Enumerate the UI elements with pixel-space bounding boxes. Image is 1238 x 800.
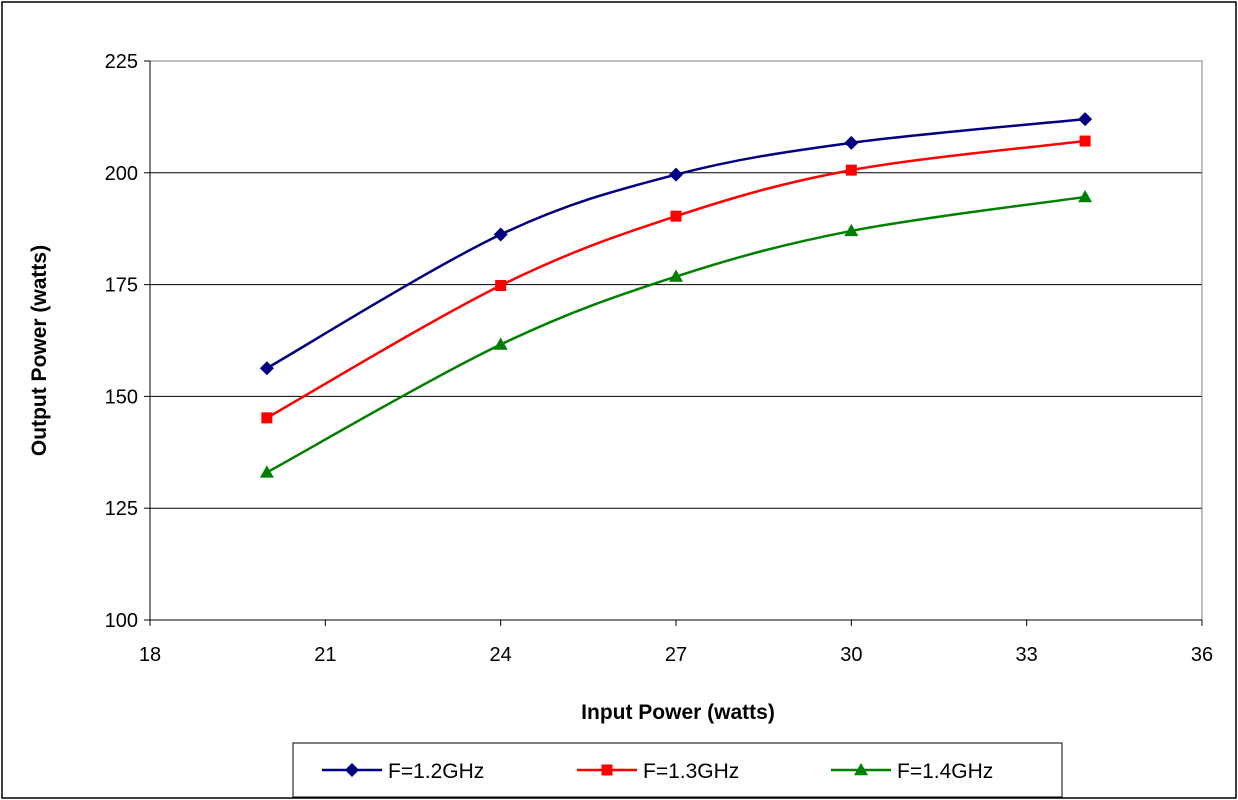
data-point xyxy=(1078,112,1093,127)
legend-label: F=1.2GHz xyxy=(388,760,484,783)
y-tick-label: 175 xyxy=(105,275,138,297)
y-tick-label: 100 xyxy=(105,610,138,632)
data-point xyxy=(845,164,857,176)
axis-ticks: 100 125 150 175 200 225 18 21 24 27 30 33 36 xyxy=(105,51,1214,666)
y-tick-label: 225 xyxy=(105,51,138,73)
x-tick-label: 18 xyxy=(139,644,161,666)
data-point xyxy=(259,465,274,478)
legend-marker xyxy=(854,763,868,776)
data-point xyxy=(669,269,683,282)
data-point xyxy=(844,223,859,237)
data-point xyxy=(261,412,273,424)
y-tick-label: 125 xyxy=(105,498,138,520)
series-2 xyxy=(261,135,1091,424)
data-point xyxy=(1079,135,1091,147)
legend: F=1.2GHz F=1.3GHz F=1.4GHz xyxy=(292,742,1063,798)
data-point xyxy=(493,227,508,242)
data-point xyxy=(493,337,508,350)
legend-box xyxy=(292,742,1063,798)
x-tick-label: 33 xyxy=(1016,644,1038,666)
series-1 xyxy=(259,112,1093,376)
y-tick-label: 150 xyxy=(105,386,138,408)
x-axis-title: Input Power (watts) xyxy=(581,701,775,724)
x-tick-label: 30 xyxy=(840,644,862,666)
x-tick-label: 27 xyxy=(665,644,687,666)
legend-marker xyxy=(345,763,359,777)
y-axis-title: Output Power (watts) xyxy=(28,245,51,456)
data-point xyxy=(259,361,274,376)
x-tick-label: 21 xyxy=(314,644,336,666)
y-tick-label: 200 xyxy=(105,163,138,185)
legend-label: F=1.3GHz xyxy=(643,760,739,783)
data-point xyxy=(1078,189,1093,203)
legend-item: F=1.3GHz xyxy=(577,760,739,783)
series-3 xyxy=(259,189,1093,478)
legend-item: F=1.2GHz xyxy=(322,760,484,783)
x-tick-label: 24 xyxy=(490,644,512,666)
data-point xyxy=(495,279,507,291)
series-lines xyxy=(259,112,1093,478)
data-point xyxy=(844,135,859,150)
legend-item: F=1.4GHz xyxy=(831,760,993,783)
data-point xyxy=(670,210,682,222)
x-tick-label: 36 xyxy=(1191,644,1213,666)
legend-label: F=1.4GHz xyxy=(897,760,993,783)
data-point xyxy=(669,167,683,182)
legend-marker xyxy=(601,764,613,776)
